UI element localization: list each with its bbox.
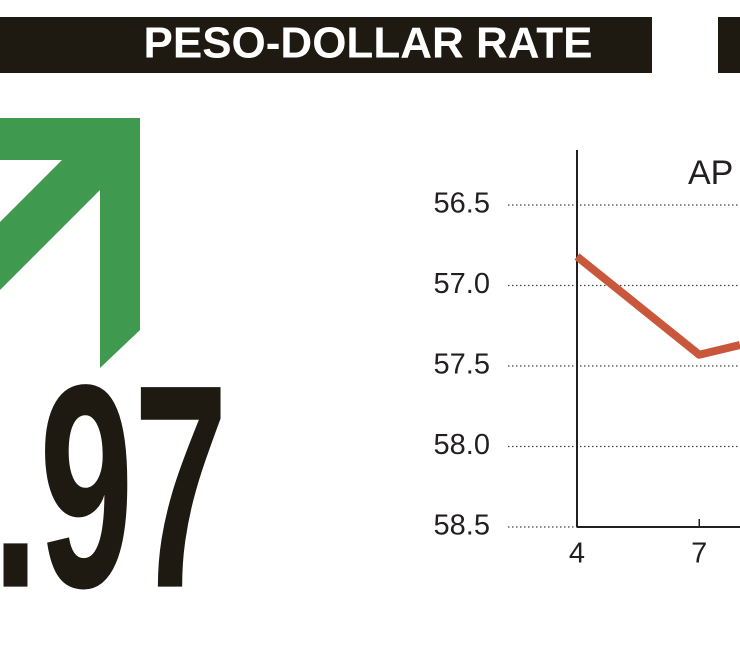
x-tick-label: 4 [569,538,585,570]
header-bar [718,17,740,73]
arrow-gap [0,160,62,222]
x-tick-label: 7 [691,538,707,570]
y-tick-label: 58.0 [434,429,490,461]
chart-title: AP [688,154,733,192]
big-number: .97 [0,325,228,646]
header-bar [0,17,652,73]
data-line [574,253,740,359]
y-tick-label: 57.5 [434,349,490,381]
header-title: PESO-DOLLAR RATE [144,19,593,68]
y-tick-label: 57.0 [434,268,490,300]
y-tick-label: 58.5 [434,510,490,542]
y-tick-label: 56.5 [434,188,490,220]
